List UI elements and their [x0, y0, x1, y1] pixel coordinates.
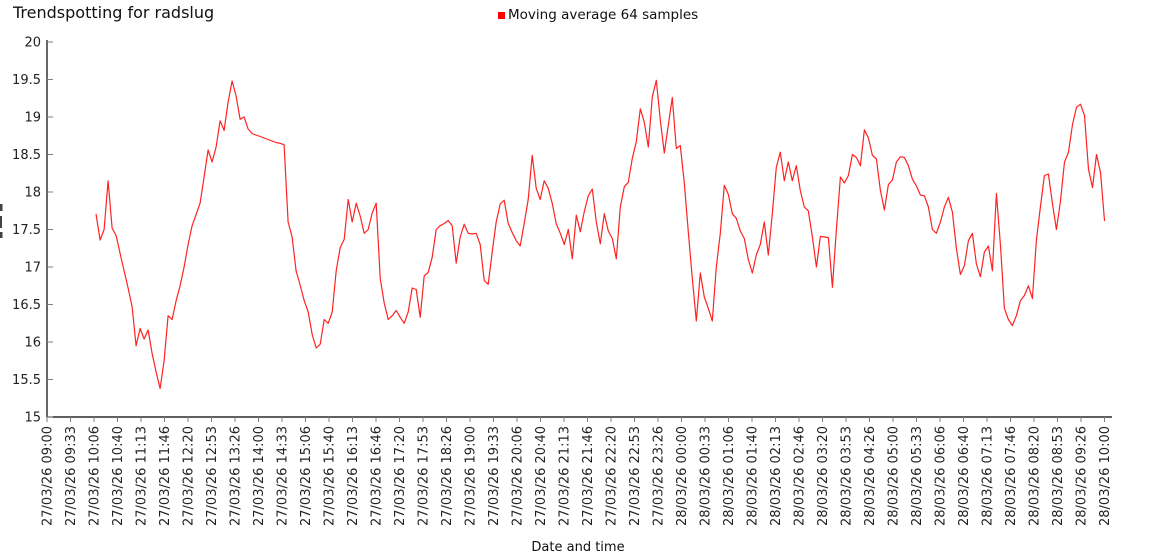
x-tick-label: 28/03/26 01:40 — [746, 426, 761, 526]
x-tick-label: 27/03/26 19:00 — [464, 426, 479, 526]
x-tick-label: 27/03/26 16:13 — [346, 426, 361, 526]
y-axis-title-clipped — [0, 204, 3, 211]
x-tick-label: 28/03/26 00:33 — [699, 426, 714, 526]
x-tick-label: 28/03/26 02:46 — [793, 426, 808, 526]
x-tick-label: 27/03/26 13:26 — [229, 426, 244, 526]
moving-average-line — [95, 79, 1106, 390]
x-tick-label: 28/03/26 03:20 — [816, 426, 831, 526]
x-tick-label: 27/03/26 19:33 — [487, 426, 502, 526]
y-tick-label: 19.5 — [12, 73, 41, 88]
y-tick-label: 17.5 — [12, 223, 41, 238]
x-tick-label: 28/03/26 01:06 — [722, 426, 737, 526]
x-tick-label: 28/03/26 06:06 — [934, 426, 949, 526]
x-tick-label: 28/03/26 07:46 — [1004, 426, 1019, 526]
x-tick-label: 28/03/26 07:13 — [981, 426, 996, 526]
legend-label: Moving average 64 samples — [508, 7, 699, 23]
x-tick-label: 27/03/26 09:33 — [64, 426, 79, 526]
x-tick-label: 27/03/26 11:46 — [158, 426, 173, 526]
x-tick-label: 27/03/26 20:06 — [511, 426, 526, 526]
x-tick-label: 27/03/26 18:26 — [440, 426, 455, 526]
x-tick-label: 28/03/26 04:26 — [863, 426, 878, 526]
x-tick-label: 27/03/26 17:53 — [417, 426, 432, 526]
x-tick-label: 27/03/26 10:40 — [111, 426, 126, 526]
x-tick-label: 27/03/26 23:26 — [652, 426, 667, 526]
x-tick-label: 28/03/26 05:33 — [910, 426, 925, 526]
x-tick-label: 27/03/26 10:06 — [88, 426, 103, 526]
x-tick-label: 27/03/26 09:00 — [41, 426, 56, 526]
x-tick-label: 27/03/26 15:40 — [323, 426, 338, 526]
x-tick-label: 28/03/26 08:53 — [1051, 426, 1066, 526]
y-tick-label: 20 — [24, 36, 41, 51]
y-tick-label: 18 — [24, 186, 41, 201]
y-tick-label: 19 — [24, 111, 41, 126]
y-tick-label: 17 — [24, 261, 41, 276]
y-axis-title-clipped — [0, 216, 2, 228]
y-tick-label: 15.5 — [12, 373, 41, 388]
x-tick-label: 28/03/26 00:00 — [675, 426, 690, 526]
x-tick-label: 27/03/26 21:13 — [558, 426, 573, 526]
x-tick-label: 28/03/26 08:20 — [1028, 426, 1043, 526]
x-tick-label: 27/03/26 20:40 — [534, 426, 549, 526]
x-tick-label: 28/03/26 09:26 — [1075, 426, 1090, 526]
y-tick-label: 15 — [24, 411, 41, 426]
y-tick-label: 18.5 — [12, 148, 41, 163]
legend: Moving average 64 samples — [498, 7, 698, 23]
x-tick-label: 27/03/26 12:53 — [205, 426, 220, 526]
chart-title: Trendspotting for radslug — [13, 3, 215, 22]
x-tick-label: 28/03/26 06:40 — [957, 426, 972, 526]
x-tick-label: 28/03/26 10:00 — [1098, 426, 1113, 526]
x-tick-label: 28/03/26 03:53 — [840, 426, 855, 526]
y-axis-title-clipped — [0, 232, 3, 238]
x-tick-label: 28/03/26 05:00 — [887, 426, 902, 526]
x-tick-label: 27/03/26 22:53 — [628, 426, 643, 526]
x-tick-label: 27/03/26 12:20 — [182, 426, 197, 526]
x-tick-label: 27/03/26 14:33 — [276, 426, 291, 526]
x-tick-label: 27/03/26 11:13 — [135, 426, 150, 526]
x-tick-label: 27/03/26 15:06 — [299, 426, 314, 526]
x-axis-title: Date and time — [531, 540, 624, 555]
y-tick-label: 16 — [24, 336, 41, 351]
x-tick-label: 27/03/26 21:46 — [581, 426, 596, 526]
x-tick-label: 27/03/26 17:20 — [393, 426, 408, 526]
legend-swatch-icon — [498, 12, 505, 19]
x-tick-label: 27/03/26 22:20 — [605, 426, 620, 526]
x-tick-label: 27/03/26 16:46 — [370, 426, 385, 526]
x-tick-label: 28/03/26 02:13 — [769, 426, 784, 526]
x-tick-label: 27/03/26 14:00 — [252, 426, 267, 526]
y-tick-label: 16.5 — [12, 298, 41, 313]
